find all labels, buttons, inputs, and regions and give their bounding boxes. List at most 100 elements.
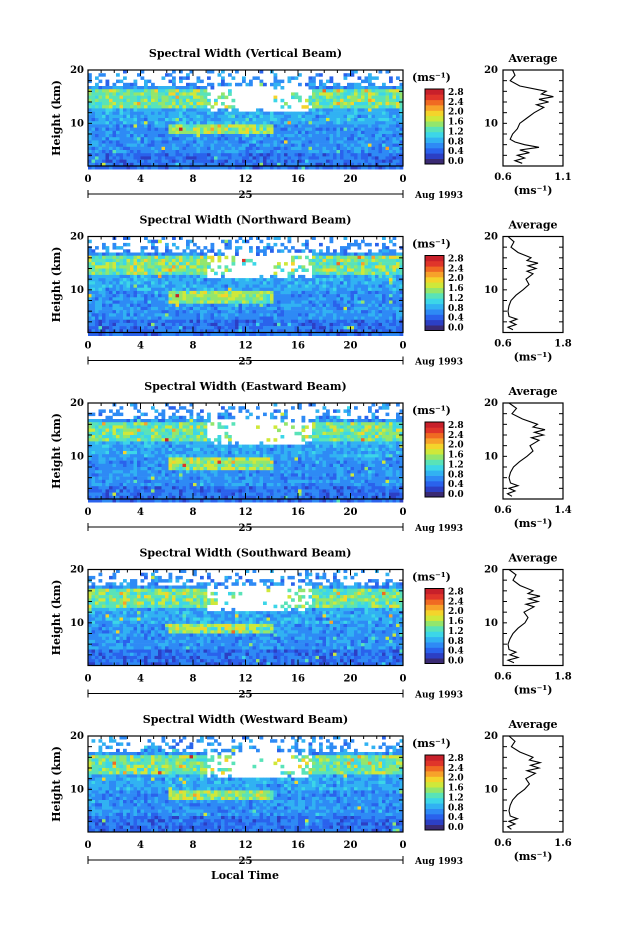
heatmap-cell bbox=[102, 134, 106, 138]
heatmap-cell bbox=[207, 326, 211, 330]
heatmap-cell bbox=[95, 479, 99, 484]
heatmap-cell bbox=[319, 287, 323, 292]
heatmap-cell bbox=[343, 111, 348, 116]
heatmap-cell bbox=[137, 306, 141, 311]
heatmap-cell bbox=[193, 332, 197, 336]
heatmap-cell bbox=[140, 143, 145, 148]
heatmap-cell bbox=[235, 322, 239, 327]
heatmap-cell bbox=[326, 150, 330, 154]
heatmap-cell bbox=[371, 274, 376, 279]
heatmap-cell bbox=[154, 281, 159, 285]
heatmap-cell bbox=[350, 105, 355, 109]
heatmap-cell bbox=[371, 121, 376, 125]
heatmap-cell bbox=[189, 143, 194, 148]
x-tick-label: 4 bbox=[137, 174, 144, 185]
heatmap-cell bbox=[203, 246, 208, 250]
heatmap-cell bbox=[308, 287, 313, 292]
heatmap-cell bbox=[277, 159, 281, 164]
heatmap-cell bbox=[364, 127, 369, 132]
heatmap-cell bbox=[301, 319, 306, 324]
heatmap-cell bbox=[305, 303, 309, 308]
heatmap-cell bbox=[95, 166, 99, 170]
heatmap-cell bbox=[305, 159, 309, 164]
heatmap-cell bbox=[130, 303, 134, 308]
heatmap-cell bbox=[196, 146, 201, 151]
heatmap-cell bbox=[144, 92, 148, 96]
heatmap-cell bbox=[172, 236, 176, 240]
heatmap-cell bbox=[140, 246, 145, 250]
heatmap-cell bbox=[399, 306, 404, 311]
heatmap-cell bbox=[371, 287, 376, 292]
heatmap-cell bbox=[91, 146, 96, 151]
heatmap-cell bbox=[130, 319, 134, 324]
heatmap-cell bbox=[224, 162, 229, 167]
heatmap-cell bbox=[147, 239, 152, 244]
heatmap-cell bbox=[116, 255, 120, 260]
heatmap-cell bbox=[109, 300, 113, 304]
heatmap-cell bbox=[357, 300, 362, 304]
heatmap-cell bbox=[378, 143, 383, 148]
heatmap-cell bbox=[315, 130, 320, 135]
heatmap-cell bbox=[354, 271, 358, 276]
heatmap-cell bbox=[396, 153, 400, 157]
colorbar-tick-label: 1.2 bbox=[448, 294, 464, 304]
heatmap-cell bbox=[266, 297, 271, 301]
heatmap-cell bbox=[273, 156, 278, 160]
heatmap-cell bbox=[98, 489, 103, 493]
heatmap-cell bbox=[217, 306, 222, 311]
heatmap-cell bbox=[354, 162, 358, 167]
heatmap-cell bbox=[308, 108, 313, 112]
heatmap-cell bbox=[242, 114, 246, 119]
heatmap-cell bbox=[200, 121, 204, 125]
heatmap-cell bbox=[98, 499, 103, 503]
heatmap-cell bbox=[200, 326, 204, 330]
heatmap-cell bbox=[319, 121, 323, 125]
heatmap-cell bbox=[378, 140, 383, 144]
heatmap-cell bbox=[95, 419, 99, 423]
heatmap-cell bbox=[88, 425, 92, 429]
heatmap-cell bbox=[186, 121, 190, 125]
heatmap-cell bbox=[126, 332, 131, 336]
heatmap-cell bbox=[277, 166, 281, 170]
heatmap-cell bbox=[147, 162, 152, 167]
heatmap-cell bbox=[221, 316, 225, 320]
heatmap-cell bbox=[228, 118, 232, 122]
heatmap-cell bbox=[371, 303, 376, 308]
heatmap-cell bbox=[119, 146, 124, 151]
heatmap-cell bbox=[245, 146, 250, 151]
heatmap-cell bbox=[336, 326, 341, 330]
heatmap-cell bbox=[123, 306, 127, 311]
heatmap-cell bbox=[291, 127, 295, 132]
heatmap-cell bbox=[193, 329, 197, 333]
heatmap-cell bbox=[193, 287, 197, 292]
heatmap-cell bbox=[312, 255, 316, 260]
heatmap-cell bbox=[263, 290, 267, 295]
heatmap-cell bbox=[322, 281, 327, 285]
heatmap-cell bbox=[396, 114, 400, 119]
heatmap-cell bbox=[154, 313, 159, 317]
heatmap-cell bbox=[322, 284, 327, 288]
heatmap-cell bbox=[371, 300, 376, 304]
heatmap-cell bbox=[294, 156, 299, 160]
heatmap-cell bbox=[336, 111, 341, 116]
heatmap-cell bbox=[329, 329, 334, 333]
heatmap-cell bbox=[130, 143, 134, 148]
heatmap-cell bbox=[396, 137, 400, 141]
heatmap-cell bbox=[123, 297, 127, 301]
heatmap-cell bbox=[364, 92, 369, 96]
heatmap-cell bbox=[252, 118, 257, 122]
heatmap-cell bbox=[319, 153, 323, 157]
heatmap-cell bbox=[189, 278, 194, 282]
heatmap-cell bbox=[196, 86, 201, 90]
heatmap-cell bbox=[182, 287, 187, 292]
heatmap-cell bbox=[140, 146, 145, 151]
heatmap-cell bbox=[270, 156, 274, 160]
heatmap-cell bbox=[294, 166, 299, 170]
heatmap-cell bbox=[305, 124, 309, 128]
heatmap-cell bbox=[322, 121, 327, 125]
heatmap-cell bbox=[249, 146, 253, 151]
heatmap-cell bbox=[256, 290, 260, 295]
heatmap-cell bbox=[144, 111, 148, 116]
heatmap-cell bbox=[378, 284, 383, 288]
heatmap-cell bbox=[95, 441, 99, 445]
